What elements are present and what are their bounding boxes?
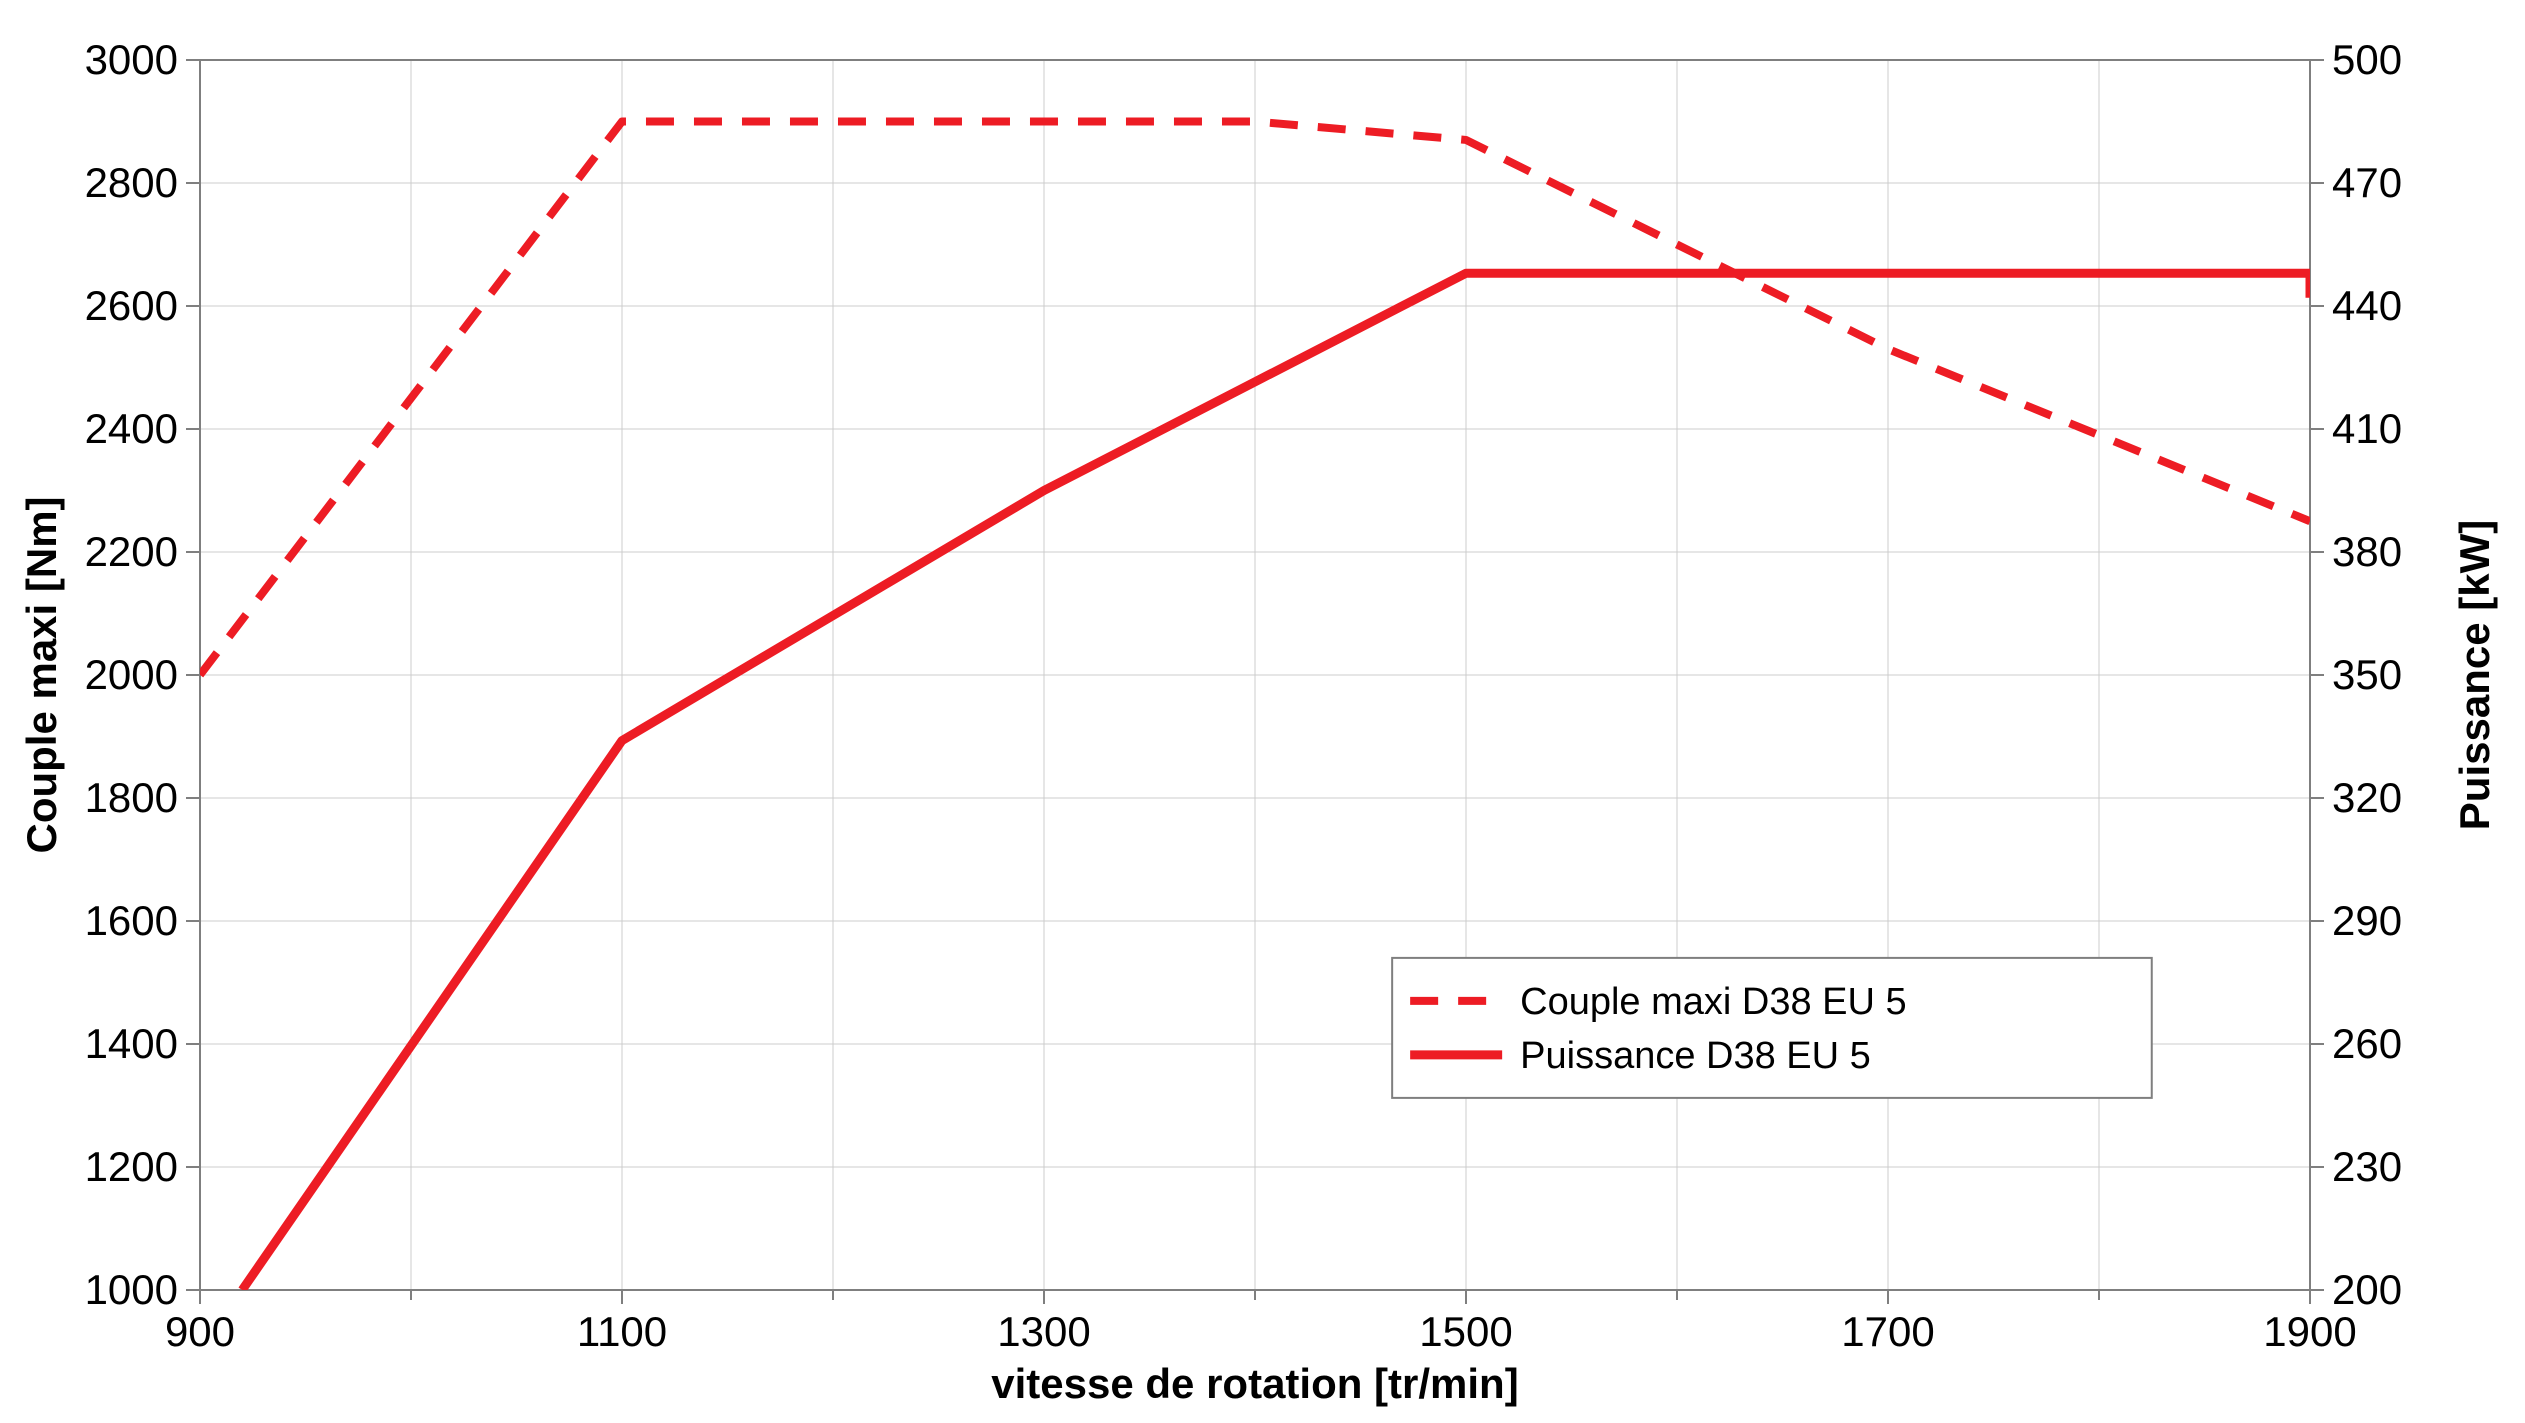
x-tick-label: 1900 bbox=[2263, 1308, 2356, 1355]
legend-item-label: Puissance D38 EU 5 bbox=[1520, 1035, 1871, 1077]
x-tick-label: 1300 bbox=[997, 1308, 1090, 1355]
y-right-tick-label: 350 bbox=[2332, 651, 2402, 698]
y-right-tick-label: 260 bbox=[2332, 1020, 2402, 1067]
x-tick-label: 900 bbox=[165, 1308, 235, 1355]
x-axis-title: vitesse de rotation [tr/min] bbox=[991, 1360, 1518, 1407]
y-right-tick-label: 500 bbox=[2332, 36, 2402, 83]
y-left-tick-label: 3000 bbox=[85, 36, 178, 83]
y-right-tick-label: 470 bbox=[2332, 159, 2402, 206]
chart-svg: 900 1100 1300 1500 1700 1900 1000 1200 1400 1600 1… bbox=[0, 0, 2525, 1423]
y-left-tick-label: 1400 bbox=[85, 1020, 178, 1067]
y-left-tick-label: 2000 bbox=[85, 651, 178, 698]
y-left-tick-label: 2400 bbox=[85, 405, 178, 452]
y-right-tick-label: 200 bbox=[2332, 1266, 2402, 1313]
y-right-tick-label: 320 bbox=[2332, 774, 2402, 821]
x-tick-label: 1500 bbox=[1419, 1308, 1512, 1355]
y-left-tick-label: 1000 bbox=[85, 1266, 178, 1313]
y-right-tick-label: 230 bbox=[2332, 1143, 2402, 1190]
y-left-tick-label: 2800 bbox=[85, 159, 178, 206]
y-right-tick-label: 290 bbox=[2332, 897, 2402, 944]
y-left-tick-label: 1800 bbox=[85, 774, 178, 821]
y-left-tick-label: 2200 bbox=[85, 528, 178, 575]
y-left-tick-label: 1200 bbox=[85, 1143, 178, 1190]
x-tick-label: 1700 bbox=[1841, 1308, 1934, 1355]
y-right-axis-title: Puissance [kW] bbox=[2451, 520, 2498, 830]
y-left-axis-title: Couple maxi [Nm] bbox=[18, 496, 65, 853]
legend: Couple maxi D38 EU 5 Puissance D38 EU 5 bbox=[1392, 958, 2152, 1098]
y-right-tick-label: 410 bbox=[2332, 405, 2402, 452]
y-left-tick-label: 2600 bbox=[85, 282, 178, 329]
engine-curve-chart: 900 1100 1300 1500 1700 1900 1000 1200 1400 1600 1… bbox=[0, 0, 2525, 1423]
y-right-tick-label: 440 bbox=[2332, 282, 2402, 329]
y-right-tick-label: 380 bbox=[2332, 528, 2402, 575]
y-left-tick-label: 1600 bbox=[85, 897, 178, 944]
x-tick-label: 1100 bbox=[577, 1308, 667, 1355]
legend-item-label: Couple maxi D38 EU 5 bbox=[1520, 981, 1907, 1023]
